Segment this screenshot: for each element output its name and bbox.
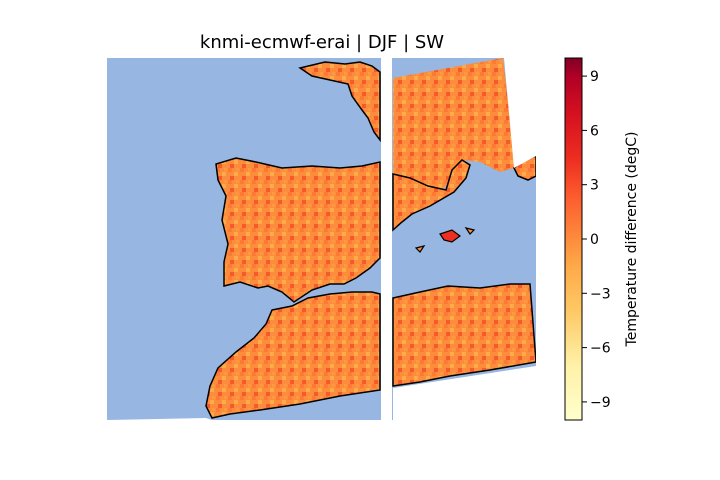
land-iberia-west — [215, 157, 381, 303]
colorbar-gradient — [564, 57, 583, 421]
land-france-west — [298, 61, 381, 143]
land-africa-east — [392, 283, 536, 387]
colorbar-tick-label: 6 — [590, 123, 599, 139]
balearic-menorca — [464, 227, 476, 235]
no-data-top-right — [504, 58, 536, 168]
colorbar-label: Temperature difference (degC) — [624, 132, 640, 348]
colorbar-tick-label: −3 — [590, 286, 611, 302]
map-panel — [107, 58, 536, 420]
colorbar-tick-label: 0 — [590, 232, 599, 248]
land-iberia-east — [392, 159, 471, 232]
no-data-bottom-right — [393, 366, 536, 420]
colorbar-tick-label: 3 — [590, 178, 599, 194]
colorbar-tick-label: −6 — [590, 341, 611, 357]
balearic-ibiza — [414, 245, 426, 253]
land-africa-west — [205, 291, 381, 419]
balearic-mallorca — [439, 229, 461, 243]
no-data-bottom-left — [107, 418, 212, 420]
colorbar-ticks: 9 6 3 0 −3 −6 −9 — [582, 69, 611, 411]
colorbar: 9 6 3 0 −3 −6 −9 Temperature difference (degC) — [564, 57, 640, 421]
land-europe-east — [393, 58, 514, 214]
colorbar-tick-label: −9 — [590, 395, 611, 411]
data-gap — [381, 58, 392, 420]
colorbar-tick-label: 9 — [590, 69, 599, 85]
chart-title: knmi-ecmwf-erai | DJF | SW — [200, 32, 444, 53]
